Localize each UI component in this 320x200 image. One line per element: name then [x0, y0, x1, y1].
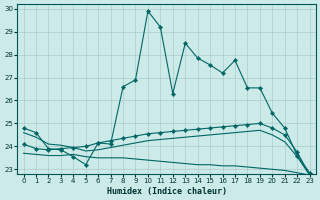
X-axis label: Humidex (Indice chaleur): Humidex (Indice chaleur) [107, 187, 227, 196]
